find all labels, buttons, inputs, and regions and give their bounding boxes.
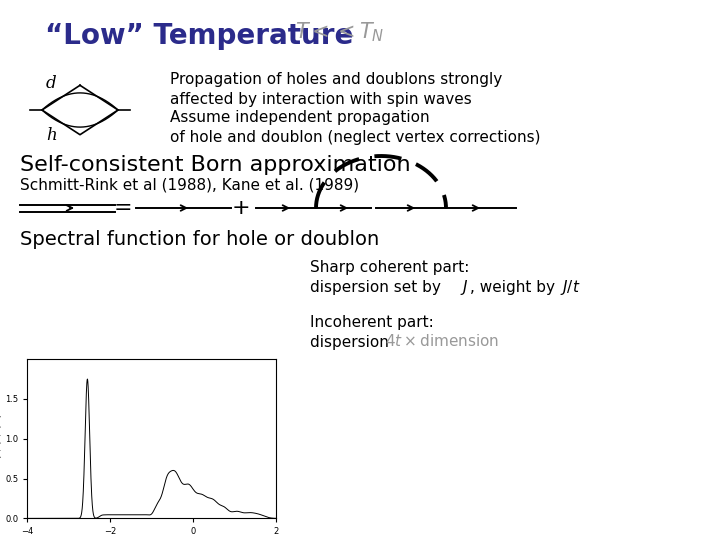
Text: “Low” Temperature: “Low” Temperature — [45, 22, 354, 50]
Y-axis label: $A(\pi/2,\pi/2,\omega)$: $A(\pi/2,\pi/2,\omega)$ — [0, 414, 4, 464]
Text: h: h — [46, 127, 57, 145]
Text: Sharp coherent part:: Sharp coherent part: — [310, 260, 469, 275]
Text: =: = — [114, 198, 132, 218]
Text: $4t \times \mathrm{dimension}$: $4t \times \mathrm{dimension}$ — [385, 333, 499, 349]
Text: $J$: $J$ — [460, 278, 469, 297]
Text: $J/t$: $J/t$ — [560, 278, 580, 297]
Text: +: + — [232, 198, 251, 218]
Text: Incoherent part:: Incoherent part: — [310, 315, 433, 330]
Text: dispersion: dispersion — [310, 335, 399, 350]
Text: $T << T_N$: $T << T_N$ — [295, 20, 384, 44]
Text: Self-consistent Born approximation: Self-consistent Born approximation — [20, 155, 410, 175]
Text: Spectral function for hole or doublon: Spectral function for hole or doublon — [20, 230, 379, 249]
Text: Schmitt-Rink et al (1988), Kane et al. (1989): Schmitt-Rink et al (1988), Kane et al. (… — [20, 178, 359, 193]
Text: dispersion set by: dispersion set by — [310, 280, 446, 295]
Text: , weight by: , weight by — [470, 280, 560, 295]
Text: Assume independent propagation
of hole and doublon (neglect vertex corrections): Assume independent propagation of hole a… — [170, 110, 541, 145]
Text: Propagation of holes and doublons strongly
affected by interaction with spin wav: Propagation of holes and doublons strong… — [170, 72, 503, 107]
Text: d: d — [46, 76, 57, 92]
